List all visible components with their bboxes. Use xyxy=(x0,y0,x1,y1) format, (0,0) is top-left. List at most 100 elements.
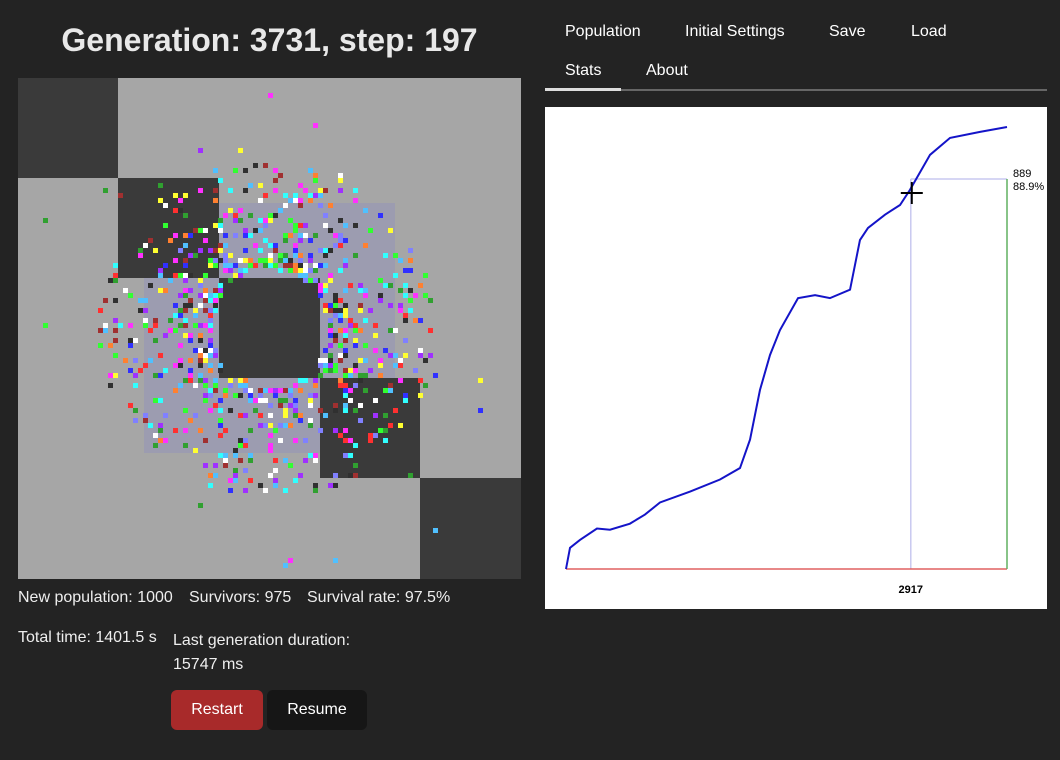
cell xyxy=(418,283,423,288)
cell xyxy=(403,393,408,398)
cell xyxy=(303,188,308,193)
cell xyxy=(198,293,203,298)
cell xyxy=(293,408,298,413)
cell xyxy=(343,333,348,338)
cell xyxy=(318,263,323,268)
tab[interactable]: Population xyxy=(565,23,641,40)
cell xyxy=(148,358,153,363)
cell xyxy=(423,383,428,388)
cell xyxy=(238,438,243,443)
cell xyxy=(368,228,373,233)
cell xyxy=(268,423,273,428)
tab[interactable]: Load xyxy=(911,23,947,40)
cell xyxy=(108,383,113,388)
cell xyxy=(328,363,333,368)
cell xyxy=(263,423,268,428)
cell xyxy=(423,293,428,298)
cell xyxy=(348,473,353,478)
cell xyxy=(328,343,333,348)
cell xyxy=(203,383,208,388)
cell xyxy=(333,408,338,413)
cell xyxy=(113,328,118,333)
cell xyxy=(348,438,353,443)
cell xyxy=(343,263,348,268)
cell xyxy=(268,433,273,438)
cell xyxy=(333,428,338,433)
survival-rate: Survival rate: 97.5% xyxy=(307,589,451,606)
cell xyxy=(383,413,388,418)
cell xyxy=(118,323,123,328)
cell xyxy=(243,248,248,253)
cell xyxy=(243,268,248,273)
cell xyxy=(333,308,338,313)
cell xyxy=(288,393,293,398)
cell xyxy=(113,353,118,358)
cell xyxy=(283,458,288,463)
cell xyxy=(188,333,193,338)
cell xyxy=(313,453,318,458)
cell xyxy=(138,253,143,258)
tab[interactable]: About xyxy=(646,62,688,79)
cell xyxy=(293,248,298,253)
cell xyxy=(373,398,378,403)
cell xyxy=(328,303,333,308)
cell xyxy=(303,233,308,238)
cell xyxy=(403,353,408,358)
cell xyxy=(323,413,328,418)
cell xyxy=(143,308,148,313)
resume-button[interactable]: Resume xyxy=(267,690,367,730)
cell xyxy=(258,413,263,418)
cell xyxy=(418,378,423,383)
cell xyxy=(153,433,158,438)
cell xyxy=(183,243,188,248)
cell xyxy=(338,173,343,178)
cell xyxy=(328,203,333,208)
tab[interactable]: Save xyxy=(829,23,866,40)
tab[interactable]: Initial Settings xyxy=(685,23,785,40)
cell xyxy=(233,478,238,483)
cell xyxy=(228,378,233,383)
cell xyxy=(303,438,308,443)
cell xyxy=(183,288,188,293)
cell xyxy=(208,393,213,398)
cell xyxy=(353,188,358,193)
total-time: Total time: 1401.5 s xyxy=(18,629,157,646)
cell xyxy=(303,458,308,463)
cell xyxy=(243,258,248,263)
cell xyxy=(258,228,263,233)
cell xyxy=(253,228,258,233)
cell xyxy=(338,358,343,363)
tab-active[interactable]: Stats xyxy=(565,62,602,79)
cell xyxy=(303,273,308,278)
cell xyxy=(258,183,263,188)
cell xyxy=(368,308,373,313)
cell xyxy=(138,308,143,313)
cell xyxy=(113,318,118,323)
cell xyxy=(133,338,138,343)
cell xyxy=(113,278,118,283)
cell xyxy=(308,238,313,243)
generation-title: Generation: 3731, step: 197 xyxy=(61,22,478,58)
cell xyxy=(128,323,133,328)
restart-button[interactable]: Restart xyxy=(171,690,263,730)
cell xyxy=(298,413,303,418)
cell xyxy=(158,273,163,278)
cell xyxy=(178,358,183,363)
cell xyxy=(198,358,203,363)
cell xyxy=(388,423,393,428)
cell xyxy=(323,363,328,368)
cell xyxy=(378,278,383,283)
cell xyxy=(183,263,188,268)
cell xyxy=(333,333,338,338)
cell xyxy=(293,263,298,268)
cell xyxy=(238,378,243,383)
cell xyxy=(268,403,273,408)
cell xyxy=(383,428,388,433)
cell xyxy=(253,263,258,268)
cell xyxy=(303,268,308,273)
cell xyxy=(243,228,248,233)
cell xyxy=(178,248,183,253)
cell xyxy=(193,308,198,313)
cell xyxy=(238,443,243,448)
cell xyxy=(338,298,343,303)
